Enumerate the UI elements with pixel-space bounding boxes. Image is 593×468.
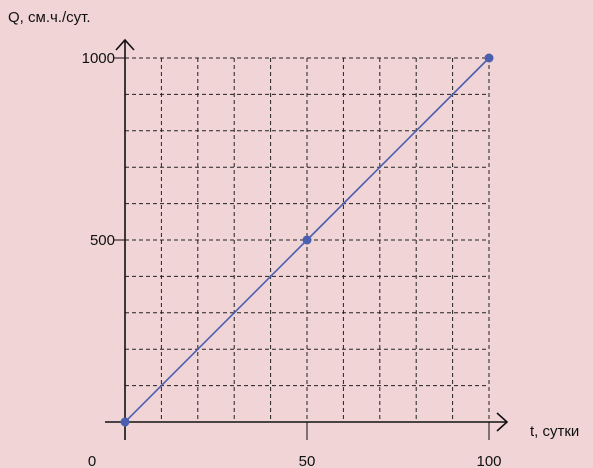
- x-tick-label: 0: [88, 453, 96, 468]
- grid: [125, 57, 490, 422]
- series: [120, 53, 494, 427]
- x-tick-label: 50: [299, 453, 316, 468]
- data-point: [484, 53, 494, 63]
- y-axis-label: Q, см.ч./сут.: [8, 9, 91, 26]
- y-tick-label: 1000: [82, 50, 115, 67]
- x-axis-label: t, сутки: [530, 423, 579, 440]
- x-axis-arrow-icon: [496, 412, 509, 432]
- y-axis-arrow-icon: [115, 38, 135, 51]
- y-tick-label: 500: [90, 232, 115, 249]
- data-point: [302, 235, 312, 245]
- x-tick-label: 100: [476, 453, 501, 468]
- data-point: [120, 417, 130, 427]
- ticks: 0 50 100 500 1000: [82, 50, 502, 468]
